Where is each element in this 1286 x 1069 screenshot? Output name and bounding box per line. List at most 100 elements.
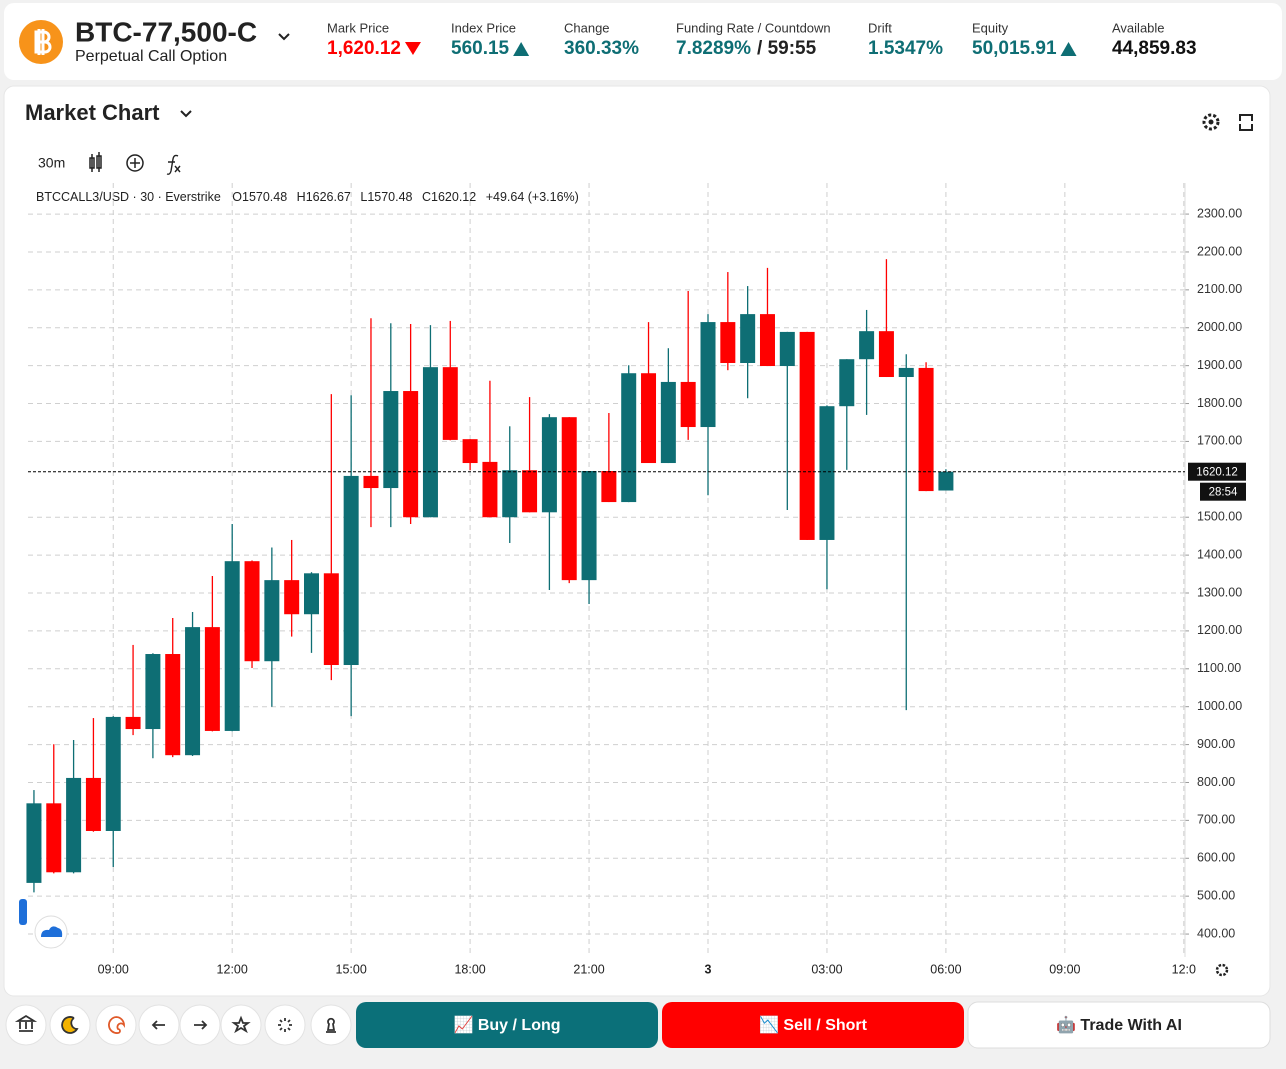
candle-body [581,470,597,581]
stat-label: Funding Rate / Countdown [676,20,831,35]
candle-body [383,391,399,489]
candle-body [502,470,518,518]
candle-body [878,331,894,378]
trend-arrow [513,42,530,56]
legend-open: O1570.48 [232,190,287,204]
ai-button[interactable] [967,1001,1271,1049]
candle-body [779,331,795,367]
fx-icon[interactable] [166,154,181,175]
tool-button[interactable] [310,1004,352,1046]
y-tick-label: 2100.00 [1197,282,1242,296]
candle-body [660,381,676,464]
price-tag-label: 1620.12 [1196,467,1238,479]
candle-body [343,475,359,666]
candle-body [641,373,657,464]
y-tick-label: 2000.00 [1197,320,1242,334]
legend-symbol: BTCCALL3/USD · 30 · Everstrike [36,190,221,204]
y-tick-label: 1400.00 [1197,547,1242,561]
x-tick-label: 18:00 [454,962,485,976]
candle-body [105,716,121,831]
y-tick-label: 1000.00 [1197,699,1242,713]
toolbar [5,1004,352,1046]
interval[interactable]: 30m [38,155,65,171]
candle-body [482,461,498,518]
candle-body [85,777,101,831]
stat-value: 50,015.91 [972,38,1057,59]
countdown-tag [1200,482,1246,501]
title-chevron[interactable] [180,110,192,118]
tool-icon[interactable] [14,1014,38,1032]
x-tick-label: 15:00 [336,962,367,976]
buy-button[interactable] [356,1002,658,1048]
tool-icon[interactable] [108,1016,125,1034]
candle-body [323,573,339,666]
candle-body [561,417,577,581]
y-tick-label: 600.00 [1197,851,1235,865]
stat-label: Change [564,20,610,35]
x-tick-label: 03:00 [811,962,842,976]
fullscreen-icon[interactable] [1239,114,1253,131]
tool-icon[interactable] [326,1017,336,1033]
tool-icon[interactable] [151,1020,165,1030]
candle-body [462,439,478,464]
countdown-label: 28:54 [1209,487,1238,499]
tool-icon[interactable] [278,1018,292,1032]
stat-value: 44,859.83 [1112,38,1197,59]
candle-body [601,470,617,503]
sell-button[interactable] [662,1002,964,1048]
y-tick-label: 500.00 [1197,888,1235,902]
stat-label: Drift [868,20,892,35]
side-tab[interactable] [19,899,27,925]
tool-button[interactable] [264,1004,306,1046]
candle-body [304,573,320,615]
logo-button[interactable] [34,915,68,949]
chart-title[interactable]: Market Chart [25,100,160,125]
axis-settings-icon[interactable] [1215,963,1229,977]
stat-label: Mark Price [327,20,389,35]
candle-body [403,391,419,518]
tool-icon[interactable] [61,1016,79,1034]
chart-card [3,85,1271,997]
y-tick-label: 2200.00 [1197,244,1242,258]
candle-body [700,322,716,428]
y-tick-label: 1200.00 [1197,623,1242,637]
x-tick-label: 06:00 [930,962,961,976]
candle-body [204,627,220,731]
y-tick-label: 1800.00 [1197,396,1242,410]
header-card [4,3,1282,80]
tool-icon[interactable] [231,1015,251,1034]
sell-label[interactable]: 📉 Sell / Short [759,1015,868,1034]
candle-type-icon[interactable] [89,152,102,172]
y-tick-label: 1500.00 [1197,510,1242,524]
y-tick-label: 900.00 [1197,737,1235,751]
stat-value: 1,620.12 [327,38,401,59]
candle-body [26,803,42,883]
candle-body [442,367,458,440]
candle-body [621,373,637,503]
plot: 400.00 500.00 600.00 700.00 800.00 900.00 1000… [26,183,1246,976]
settings-icon[interactable] [1202,113,1220,131]
candle-body [859,331,875,360]
candle-body [740,314,756,363]
tool-icon[interactable] [194,1020,208,1030]
candle-body [422,367,438,518]
y-tick-label: 700.00 [1197,813,1235,827]
candle-body [165,654,181,756]
ai-label[interactable]: 🤖 Trade With AI [1056,1015,1182,1034]
stat-value: 1.5347% [868,38,943,59]
y-tick-label: 800.00 [1197,775,1235,789]
tool-button[interactable] [95,1004,137,1046]
indicator-add-icon[interactable] [126,154,144,172]
candle-body [898,367,914,378]
stat-suffix: / 59:55 [757,38,817,59]
candle-body [264,580,280,662]
tool-button[interactable] [220,1004,262,1046]
buy-label[interactable]: 📈 Buy / Long [453,1015,560,1034]
candle-body [938,471,954,491]
candle-body [284,580,300,615]
symbol-chevron[interactable] [278,33,290,41]
symbol[interactable]: BTC-77,500-C [75,16,257,47]
legend-change: +49.64 (+3.16%) [486,190,579,204]
candle-body [522,470,538,513]
